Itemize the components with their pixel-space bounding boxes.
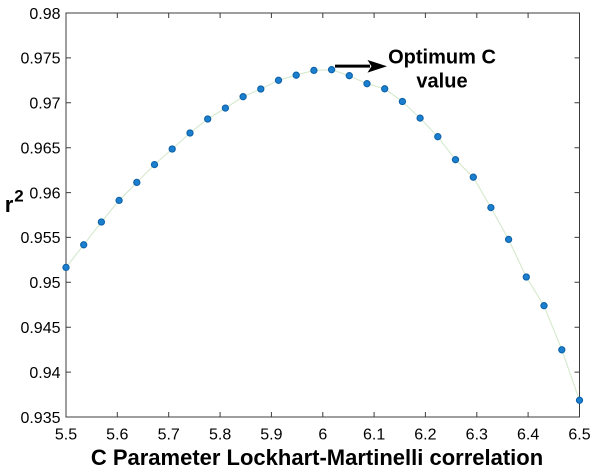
svg-text:5.7: 5.7 [158, 427, 180, 444]
svg-text:0.965: 0.965 [20, 141, 60, 158]
svg-text:5.9: 5.9 [260, 427, 282, 444]
svg-text:0.945: 0.945 [20, 320, 60, 337]
svg-text:6.5: 6.5 [568, 427, 590, 444]
svg-text:5.8: 5.8 [209, 427, 231, 444]
svg-text:0.975: 0.975 [20, 51, 60, 68]
svg-text:0.98: 0.98 [29, 6, 60, 23]
svg-text:0.97: 0.97 [29, 96, 60, 113]
svg-text:0.935: 0.935 [20, 410, 60, 427]
svg-text:6.4: 6.4 [517, 427, 539, 444]
svg-text:Optimum C: Optimum C [388, 47, 496, 69]
svg-text:0.95: 0.95 [29, 275, 60, 292]
svg-text:6: 6 [318, 427, 327, 444]
svg-text:5.5: 5.5 [55, 427, 77, 444]
svg-text:C Parameter Lockhart-Martinell: C Parameter Lockhart-Martinelli correlat… [91, 445, 543, 470]
svg-text:0.94: 0.94 [29, 365, 60, 382]
svg-text:6.2: 6.2 [414, 427, 436, 444]
svg-text:0.955: 0.955 [20, 230, 60, 247]
svg-text:0.96: 0.96 [29, 185, 60, 202]
svg-text:6.3: 6.3 [466, 427, 488, 444]
svg-text:6.1: 6.1 [363, 427, 385, 444]
svg-text:5.6: 5.6 [106, 427, 128, 444]
svg-text:value: value [416, 70, 467, 92]
svg-text:r: r [5, 192, 14, 217]
svg-text:2: 2 [14, 187, 23, 206]
